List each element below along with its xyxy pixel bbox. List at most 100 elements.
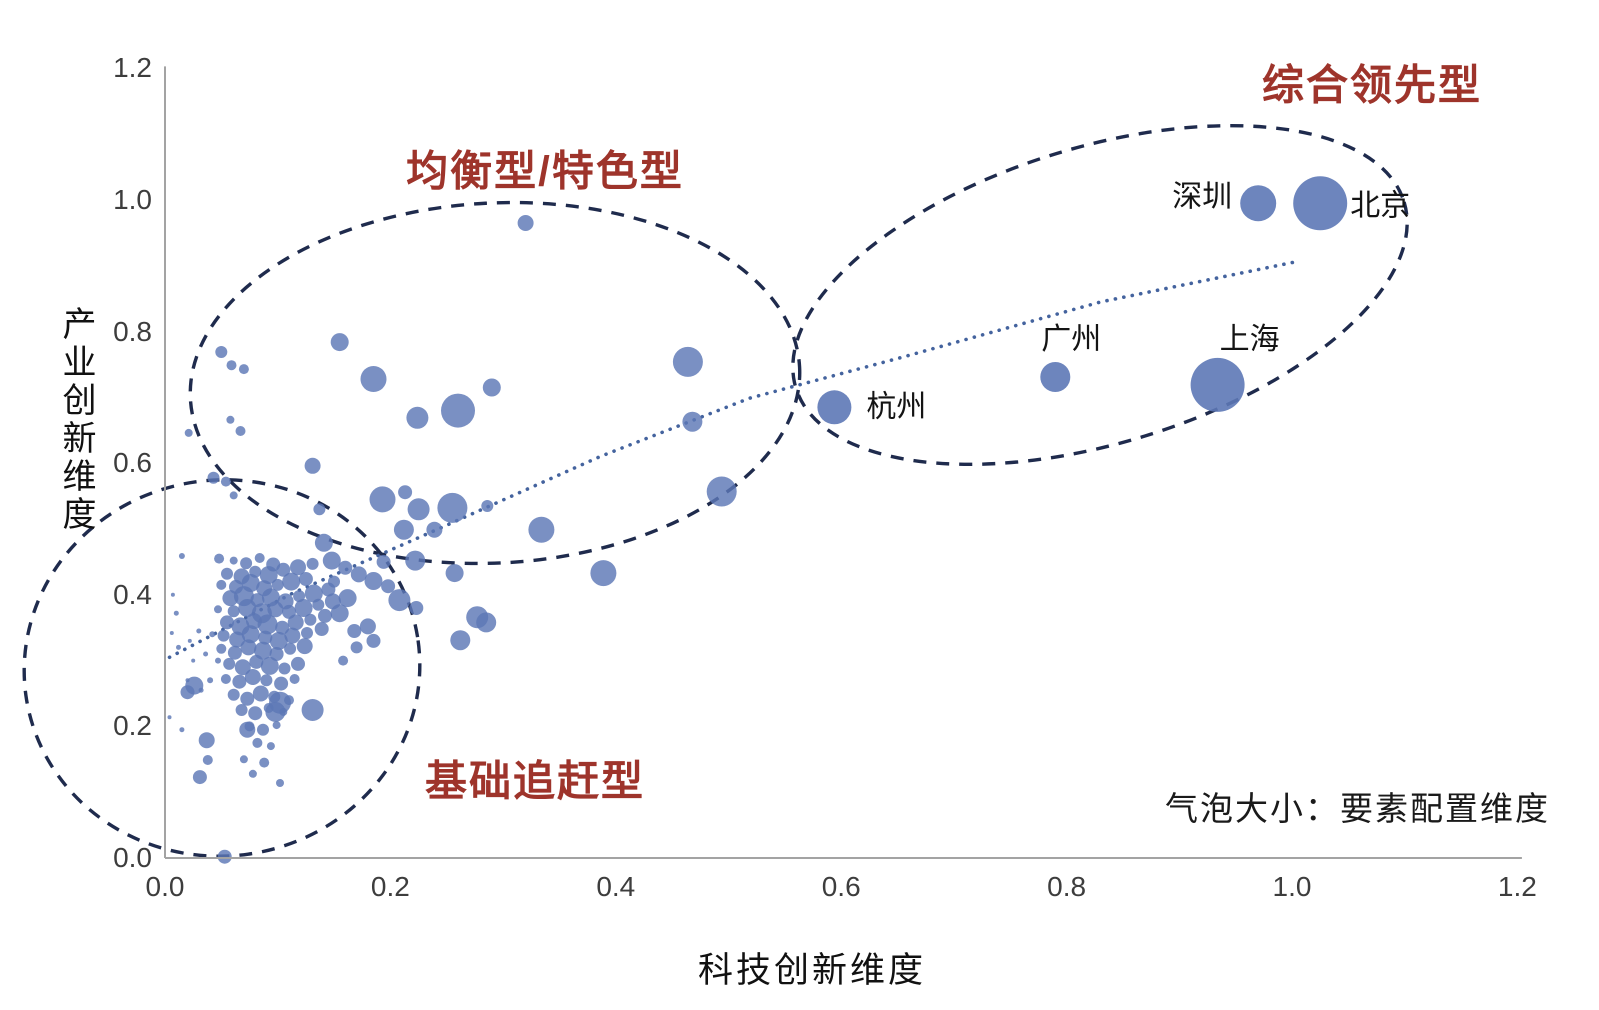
bubble — [229, 631, 246, 648]
bubble — [178, 553, 185, 559]
bubble — [278, 662, 291, 675]
bubble — [179, 727, 185, 733]
bubble — [241, 625, 260, 644]
bubble — [313, 503, 326, 516]
bubble — [173, 610, 179, 616]
bubble — [260, 656, 279, 675]
city-label: 杭州 — [866, 390, 926, 423]
bubble — [407, 498, 430, 521]
bubble — [590, 560, 617, 587]
bubble — [226, 415, 235, 424]
bubble — [426, 521, 443, 538]
city-bubble — [1040, 362, 1071, 392]
bubble — [249, 654, 264, 669]
bubble — [198, 687, 204, 693]
bubble — [284, 627, 301, 644]
bubble — [301, 699, 324, 721]
bubble — [214, 605, 222, 614]
bubble — [441, 393, 475, 428]
bubble — [406, 406, 429, 429]
bubble — [254, 641, 272, 660]
bubble — [296, 638, 313, 655]
bubble — [321, 582, 336, 597]
bubble — [369, 486, 396, 513]
bubble — [216, 643, 227, 654]
bubble — [482, 378, 501, 397]
bubble — [217, 849, 232, 864]
bubble — [672, 346, 703, 377]
city-bubble — [817, 390, 852, 425]
bubble — [330, 604, 349, 623]
bubble — [338, 560, 353, 575]
city-bubble — [1293, 176, 1348, 231]
bubbles — [167, 215, 737, 864]
city-label: 上海 — [1220, 323, 1280, 356]
bubble — [298, 572, 313, 586]
bubble — [238, 364, 249, 375]
bubble — [259, 757, 270, 768]
bubble — [223, 657, 236, 670]
bubble — [196, 628, 202, 634]
bubble — [215, 657, 221, 664]
bubble — [234, 659, 251, 676]
bubble — [275, 620, 290, 635]
bubble — [235, 426, 246, 436]
bubble — [207, 471, 220, 484]
bubble — [350, 566, 367, 583]
bubble — [240, 557, 253, 570]
bubble — [235, 704, 248, 716]
bubble — [388, 589, 411, 612]
bubble — [203, 651, 209, 657]
bubble — [254, 553, 265, 563]
bubble — [481, 500, 494, 512]
bubble — [290, 559, 306, 576]
bubble — [517, 215, 534, 231]
bubble — [240, 639, 257, 656]
bubble — [167, 715, 172, 720]
bubble — [274, 676, 289, 691]
bubble — [445, 564, 464, 583]
bubble — [398, 485, 413, 500]
bubble — [304, 457, 321, 474]
bubble — [248, 706, 263, 721]
bubble — [198, 732, 215, 749]
bubble — [318, 608, 332, 623]
bubble — [239, 755, 248, 764]
bubble — [240, 691, 255, 706]
bubble — [265, 701, 286, 722]
bubble — [252, 737, 263, 748]
bubble — [220, 615, 234, 630]
bubble — [282, 572, 301, 591]
bubble — [306, 557, 319, 570]
bubble — [304, 584, 323, 603]
bubble — [226, 360, 237, 371]
bubble — [217, 629, 230, 642]
bubble — [301, 627, 313, 639]
bubble — [409, 601, 424, 615]
bubble — [257, 614, 278, 635]
bubble — [220, 476, 231, 487]
bubble — [682, 411, 703, 432]
bubble — [359, 618, 376, 635]
bubble — [338, 589, 357, 608]
bubble — [294, 599, 313, 617]
city-label: 深圳 — [1172, 180, 1232, 213]
bubble — [304, 613, 317, 626]
bubble — [272, 721, 281, 730]
bubble — [269, 631, 288, 650]
bubble — [528, 516, 555, 543]
bubble — [366, 633, 381, 648]
bubble — [227, 605, 240, 618]
bubble — [322, 551, 341, 570]
bubble — [330, 333, 349, 352]
bubble — [393, 519, 414, 540]
bubble — [347, 624, 362, 638]
bubble — [202, 755, 213, 765]
bubble — [364, 572, 383, 590]
bubble — [259, 566, 278, 585]
bubble — [284, 642, 297, 655]
bubble — [450, 630, 471, 651]
